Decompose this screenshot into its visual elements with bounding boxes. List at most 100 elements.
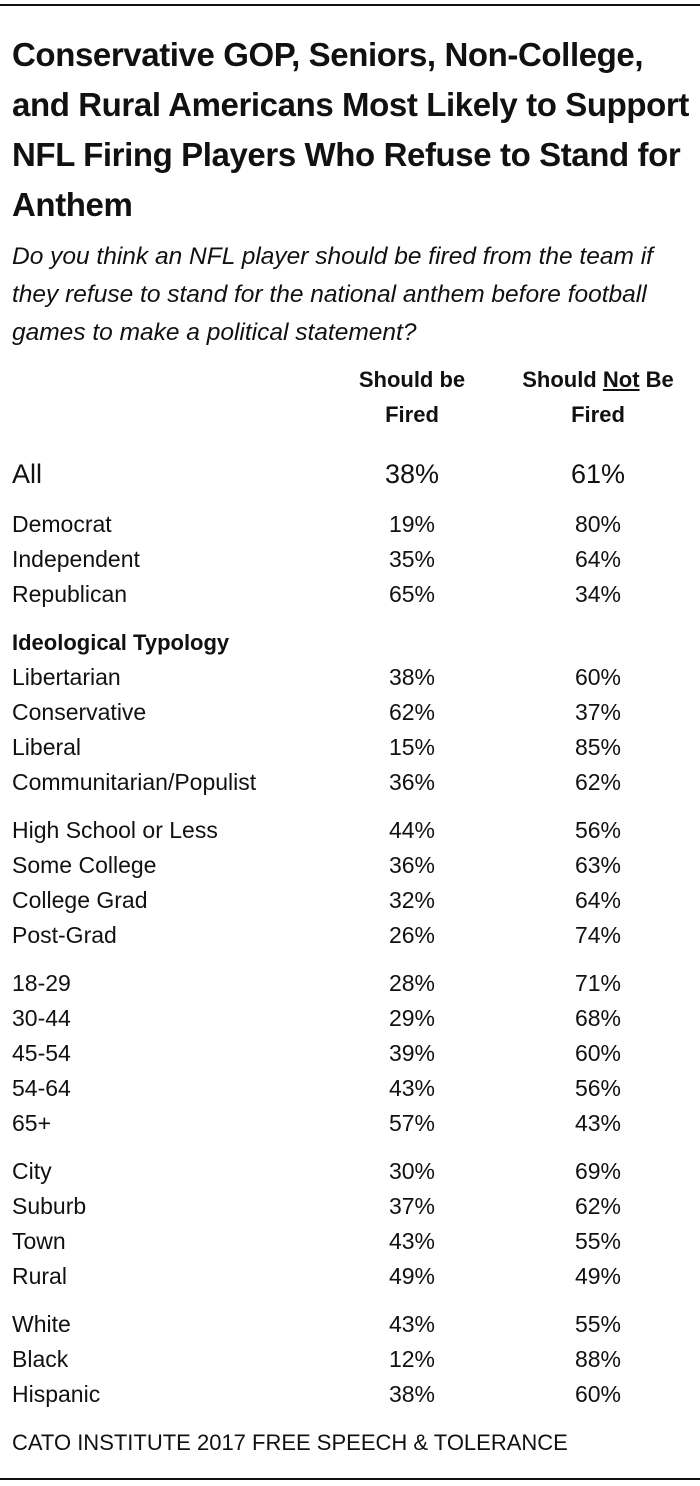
cell-value: 43% — [388, 1228, 436, 1254]
table-row: 18-29 28% 71% — [12, 966, 700, 1001]
row-label: Suburb — [12, 1193, 87, 1219]
cell-value: 28% — [388, 970, 436, 996]
question: Do you think an NFL player should be fir… — [12, 243, 653, 346]
cell-value: 26% — [388, 922, 436, 948]
table-row: Black 12% 88% — [12, 1342, 700, 1377]
table-row: High School or Less 44% 56% — [12, 813, 700, 848]
cell-value: 60% — [574, 664, 622, 690]
cell-value: 88% — [574, 1346, 622, 1372]
row-group: City 30% 69% Suburb 37% 62% Town 43% 55% Rural 49%… — [12, 1154, 700, 1294]
table-row: All 38% 61% — [12, 454, 700, 494]
table-row: Town 43% 55% — [12, 1224, 700, 1259]
cell-value: 62% — [574, 1193, 622, 1219]
cell-value: 37% — [388, 1193, 436, 1219]
cell-value: 80% — [574, 511, 622, 537]
row-label: Black — [12, 1346, 69, 1372]
row-label: Republican — [12, 581, 128, 607]
cell-value: 56% — [574, 817, 622, 843]
group-heading: Ideological Typology — [12, 630, 230, 655]
cell-value: 57% — [388, 1110, 436, 1136]
cell-value: 55% — [574, 1228, 622, 1254]
row-group: Ideological Typology Libertarian 38% 60% Con… — [12, 625, 700, 800]
table-row: 45-54 39% 60% — [12, 1036, 700, 1071]
cell-value: 36% — [388, 769, 436, 795]
table-row: Post-Grad 26% 74% — [12, 918, 700, 953]
row-label: 45-54 — [12, 1040, 71, 1066]
cell-value: 64% — [574, 887, 622, 913]
row-label: Post-Grad — [12, 922, 117, 948]
header-text: Should be — [358, 367, 466, 392]
table-body: All 38% 61% Democrat 19% 80% Independent 35% 64%… — [12, 454, 700, 1425]
cell-value: 43% — [388, 1311, 436, 1337]
cell-value: 61% — [570, 459, 626, 489]
table-row: Libertarian 38% 60% — [12, 660, 700, 695]
table-row: Hispanic 38% 60% — [12, 1377, 700, 1412]
header-text: Be — [645, 367, 674, 392]
cell-value: 49% — [388, 1263, 436, 1289]
cell-value: 39% — [388, 1040, 436, 1066]
row-label: Rural — [12, 1263, 67, 1289]
table-row: 65+ 57% 43% — [12, 1106, 700, 1141]
column-header: Should be Fired — [312, 362, 512, 432]
cell-value: 69% — [574, 1158, 622, 1184]
cell-value: 15% — [388, 734, 436, 760]
row-label: Some College — [12, 852, 157, 878]
table-row: Liberal 15% 85% — [12, 730, 700, 765]
cell-value: 32% — [388, 887, 436, 913]
table-row: Democrat 19% 80% — [12, 507, 700, 542]
cell-value: 68% — [574, 1005, 622, 1031]
row-group: Democrat 19% 80% Independent 35% 64% Republica… — [12, 507, 700, 612]
row-label: Independent — [12, 546, 140, 572]
cell-value: 49% — [574, 1263, 622, 1289]
source: CATO INSTITUTE 2017 FREE SPEECH & TOLERA… — [12, 1430, 568, 1455]
row-label: College Grad — [12, 887, 148, 913]
cell-value: 37% — [574, 699, 622, 725]
row-label: Town — [12, 1228, 66, 1254]
column-header: Should Not Be Fired — [498, 362, 698, 432]
row-group: All 38% 61% — [12, 454, 700, 494]
row-label: Hispanic — [12, 1381, 101, 1407]
row-label: Liberal — [12, 734, 82, 760]
row-label: 18-29 — [12, 970, 71, 996]
cell-value: 56% — [574, 1075, 622, 1101]
header-text: Should — [522, 367, 597, 392]
table-row: 54-64 43% 56% — [12, 1071, 700, 1106]
cell-value: 43% — [574, 1110, 622, 1136]
cell-value: 85% — [574, 734, 622, 760]
header-text: Fired — [571, 402, 625, 427]
cell-value: 64% — [574, 546, 622, 572]
row-label: Conservative — [12, 699, 147, 725]
cell-value: 43% — [388, 1075, 436, 1101]
cell-value: 62% — [388, 699, 436, 725]
row-label: 30-44 — [12, 1005, 71, 1031]
cell-value: 30% — [388, 1158, 436, 1184]
cell-value: 65% — [388, 581, 436, 607]
cell-value: 60% — [574, 1040, 622, 1066]
row-label: White — [12, 1311, 71, 1337]
cell-value: 55% — [574, 1311, 622, 1337]
table-row: Suburb 37% 62% — [12, 1189, 700, 1224]
header-text: Fired — [385, 402, 439, 427]
cell-value: 19% — [388, 511, 436, 537]
table-row: City 30% 69% — [12, 1154, 700, 1189]
row-label: City — [12, 1158, 52, 1184]
header-text: Not — [602, 367, 640, 392]
table-row: College Grad 32% 64% — [12, 883, 700, 918]
table-row: Conservative 62% 37% — [12, 695, 700, 730]
cell-value: 62% — [574, 769, 622, 795]
table-row: Independent 35% 64% — [12, 542, 700, 577]
table-row: 30-44 29% 68% — [12, 1001, 700, 1036]
row-group: High School or Less 44% 56% Some College 36%… — [12, 813, 700, 953]
row-label: High School or Less — [12, 817, 218, 843]
cell-value: 35% — [388, 546, 436, 572]
frame — [0, 4, 700, 1480]
row-group: White 43% 55% Black 12% 88% Hispanic 38% 60% — [12, 1307, 700, 1412]
cell-value: 63% — [574, 852, 622, 878]
table-row: Republican 65% 34% — [12, 577, 700, 612]
row-label: Democrat — [12, 511, 112, 537]
cell-value: 74% — [574, 922, 622, 948]
row-label: Libertarian — [12, 664, 121, 690]
table-row: Some College 36% 63% — [12, 848, 700, 883]
table-row: Communitarian/Populist 36% 62% — [12, 765, 700, 800]
